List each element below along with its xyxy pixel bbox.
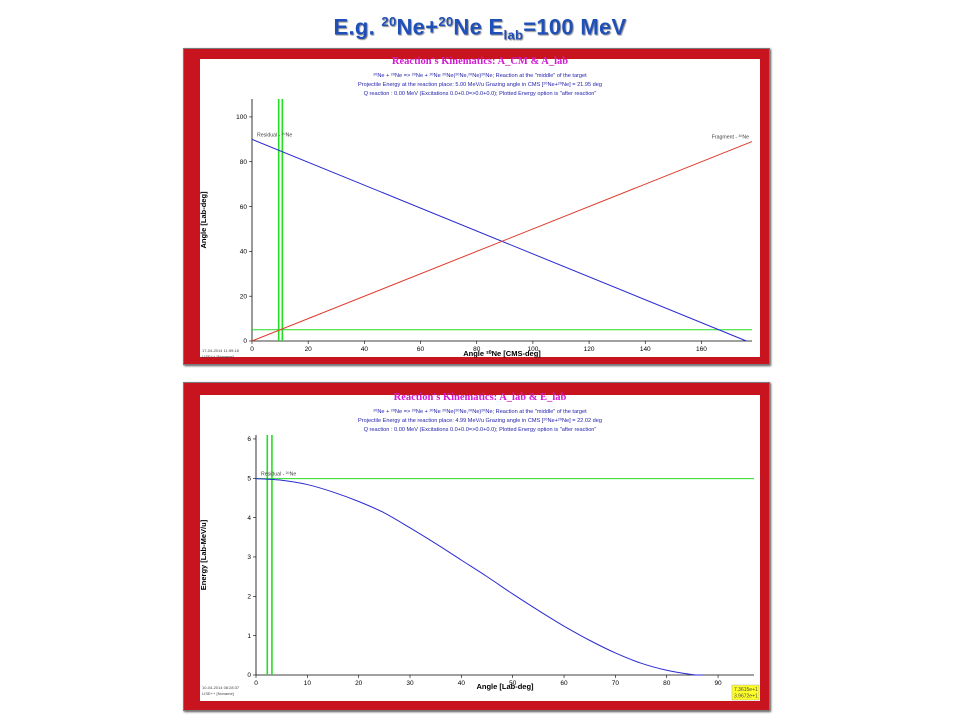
x-tick-label: 20 xyxy=(355,680,363,687)
x-tick-label: 80 xyxy=(473,346,481,353)
series-label: Residual - ²⁰Ne xyxy=(257,132,292,138)
y-tick-label: 3 xyxy=(247,554,251,561)
chart-panel-angle-angle: Reaction's Kinematics: A_CM & A_lab ²⁰Ne … xyxy=(183,48,770,365)
x-axis-label: Angle ²⁰Ne [CMS-deg] xyxy=(463,349,541,358)
chart-info-line: Q reaction : 0.00 MeV (Excitations 0.0+0… xyxy=(364,91,597,97)
y-tick-label: 4 xyxy=(247,515,251,522)
chart-title: Reaction's Kinematics: A_lab & E_lab xyxy=(394,392,567,403)
coordinate-readout-value: 7.3615e+1 xyxy=(734,687,758,693)
slide-title: E.g. 20Ne+20Ne Elab=100 MeV xyxy=(333,14,627,43)
y-tick-label: 0 xyxy=(243,338,247,345)
y-tick-label: 60 xyxy=(240,204,248,211)
chart-background xyxy=(200,395,760,701)
y-tick-label: 100 xyxy=(236,114,247,121)
chart-info-line: Projectile Energy at the reaction place:… xyxy=(358,417,602,424)
chart-info-line: ²⁰Ne + ²⁰Ne => ²⁰Ne + ²⁰Ne ²⁰Ne(²⁰Ne,²⁰N… xyxy=(373,72,587,79)
chart-title: Reaction's Kinematics: A_CM & A_lab xyxy=(392,56,568,67)
footer-stamp: 10-04-2014 08:28:37 xyxy=(202,685,240,690)
y-tick-label: 40 xyxy=(240,249,248,256)
x-tick-label: 160 xyxy=(696,346,707,353)
footer-stamp: LISE++ [Noname] xyxy=(202,691,234,696)
x-tick-label: 50 xyxy=(509,680,517,687)
angle-energy-chart: Reaction's Kinematics: A_lab & E_lab ²⁰Ne… xyxy=(199,392,760,701)
x-tick-label: 70 xyxy=(612,680,620,687)
chart-info-line: Projectile Energy at the reaction place:… xyxy=(358,81,602,88)
y-tick-label: 6 xyxy=(247,436,251,443)
x-tick-label: 40 xyxy=(361,346,369,353)
y-tick-label: 0 xyxy=(247,672,251,679)
angle-angle-chart: Reaction's Kinematics: A_CM & A_lab ²⁰Ne … xyxy=(199,56,760,359)
series-line-residual xyxy=(255,478,703,676)
x-tick-label: 120 xyxy=(584,346,595,353)
y-tick-label: 80 xyxy=(240,159,248,166)
y-tick-label: 1 xyxy=(247,633,251,640)
footer-stamp: 17-04-2014 11:59:18 xyxy=(202,348,240,353)
y-axis-label: Angle [Lab-deg] xyxy=(199,191,208,249)
x-tick-label: 60 xyxy=(560,680,568,687)
x-tick-label: 0 xyxy=(254,680,258,687)
series-label: Residual - ²⁰Ne xyxy=(261,472,296,478)
x-tick-label: 90 xyxy=(714,680,722,687)
x-tick-label: 10 xyxy=(304,680,312,687)
chart-info-line: Q reaction : 0.00 MeV (Excitations 0.0+0… xyxy=(364,427,597,433)
y-tick-label: 20 xyxy=(240,293,248,300)
footer-stamp: LISE++ [Noname] xyxy=(202,354,234,359)
series-line-residual xyxy=(251,138,747,342)
x-axis-label: Angle [Lab-deg] xyxy=(476,682,534,691)
coordinate-readout-value: 3.9672e+1 xyxy=(734,694,758,700)
chart-info-line: ²⁰Ne + ²⁰Ne => ²⁰Ne + ²⁰Ne ²⁰Ne(²⁰Ne,²⁰N… xyxy=(373,408,587,415)
x-tick-label: 100 xyxy=(527,346,538,353)
x-tick-label: 60 xyxy=(417,346,425,353)
chart-panel-angle-energy: Reaction's Kinematics: A_lab & E_lab ²⁰Ne… xyxy=(183,382,770,711)
y-tick-label: 5 xyxy=(247,475,251,482)
series-label: Fragment - ²⁰Ne xyxy=(712,135,749,141)
x-tick-label: 40 xyxy=(458,680,466,687)
x-tick-label: 80 xyxy=(663,680,671,687)
y-axis-label: Energy [Lab-MeV/u] xyxy=(199,519,208,590)
x-tick-label: 0 xyxy=(250,346,254,353)
coordinate-readout-box xyxy=(731,684,760,701)
x-tick-label: 20 xyxy=(305,346,313,353)
series-line-fragment xyxy=(251,141,753,342)
x-tick-label: 30 xyxy=(406,680,414,687)
x-tick-label: 140 xyxy=(640,346,651,353)
chart-background xyxy=(200,59,760,357)
y-tick-label: 2 xyxy=(247,594,251,601)
